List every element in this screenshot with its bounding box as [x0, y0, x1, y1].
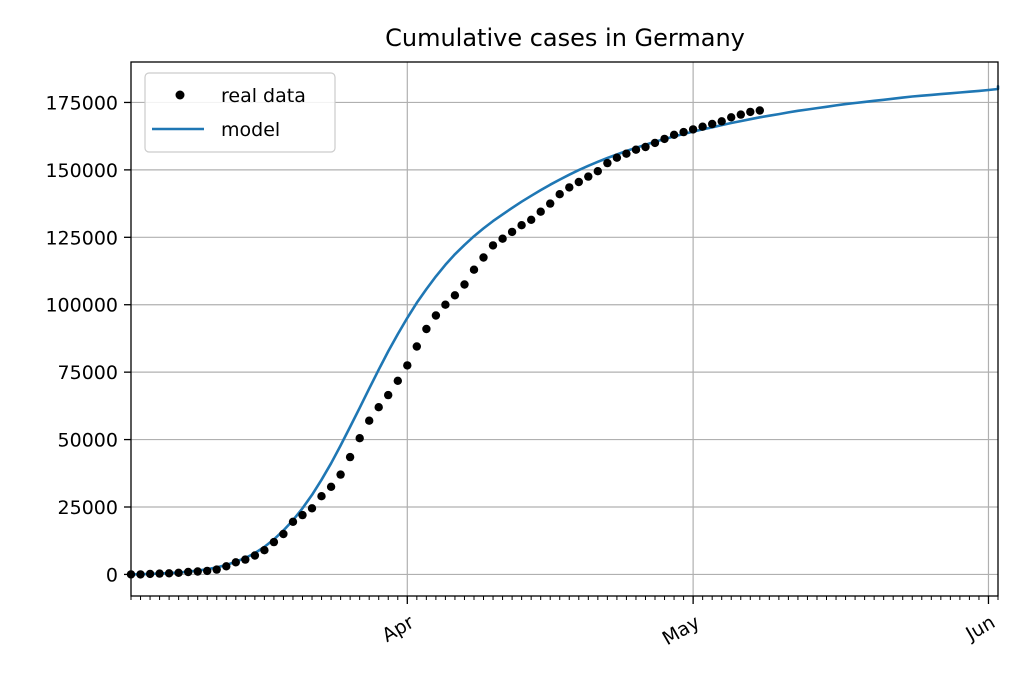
data-point-real-data — [460, 280, 469, 289]
data-point-real-data — [365, 416, 374, 425]
data-point-real-data — [612, 153, 622, 162]
y-tick-label: 175000 — [45, 92, 118, 114]
data-point-real-data — [279, 529, 288, 539]
data-point-real-data — [403, 361, 412, 370]
plot-frame — [130, 61, 999, 597]
data-point-real-data — [746, 107, 755, 117]
data-point-real-data — [193, 567, 202, 576]
data-point-real-data — [527, 215, 536, 224]
data-point-real-data — [660, 134, 669, 144]
data-point-real-data — [555, 190, 564, 199]
data-point-real-data — [593, 167, 602, 176]
data-point-real-data — [650, 138, 660, 148]
y-tick-label: 50000 — [58, 430, 118, 452]
data-point-real-data — [688, 125, 698, 134]
chart-title: Cumulative cases in Germany — [385, 24, 745, 52]
y-tick-label: 25000 — [58, 497, 118, 519]
data-point-real-data — [679, 127, 688, 137]
data-point-real-data — [307, 504, 317, 513]
y-tick-label: 150000 — [45, 160, 118, 182]
data-point-real-data — [145, 569, 155, 579]
data-point-real-data — [565, 183, 574, 192]
data-point-real-data — [488, 241, 498, 250]
series-layer — [126, 85, 1000, 579]
data-point-real-data — [517, 221, 526, 230]
data-point-real-data — [317, 492, 326, 501]
data-point-real-data — [155, 569, 164, 578]
data-point-real-data — [507, 227, 517, 237]
y-tick-label: 75000 — [58, 362, 118, 384]
data-point-real-data — [631, 145, 641, 154]
data-point-real-data — [393, 376, 402, 385]
data-point-real-data — [241, 555, 250, 564]
data-point-real-data — [212, 565, 221, 574]
data-point-real-data — [222, 562, 231, 571]
data-point-real-data — [479, 253, 488, 262]
legend-marker-real-data — [175, 90, 185, 100]
y-tick-label: 125000 — [45, 227, 118, 249]
data-point-real-data — [260, 546, 269, 555]
data-point-real-data — [269, 537, 279, 547]
data-point-real-data — [412, 342, 421, 351]
data-point-real-data — [422, 324, 431, 334]
axes: 0 25000 50000 75000 100000 125000 150000 175000… — [45, 92, 999, 650]
data-point-real-data — [384, 390, 393, 400]
data-point-real-data — [755, 106, 764, 115]
y-tick-label: 100000 — [45, 295, 118, 317]
data-point-real-data — [345, 452, 355, 462]
data-point-real-data — [431, 311, 441, 320]
data-point-real-data — [574, 177, 583, 187]
data-point-real-data — [546, 199, 555, 208]
legend-label-real-data: real data — [221, 85, 306, 107]
data-point-real-data — [669, 130, 679, 139]
data-point-real-data — [536, 207, 545, 216]
data-point-real-data — [498, 234, 507, 243]
data-point-real-data — [708, 119, 717, 129]
legend: real data model — [144, 72, 336, 153]
data-point-real-data — [203, 566, 212, 576]
data-point-real-data — [250, 551, 260, 560]
data-point-real-data — [641, 142, 650, 152]
data-point-real-data — [336, 470, 345, 479]
data-point-real-data — [164, 569, 174, 578]
data-point-real-data — [736, 110, 745, 119]
data-point-real-data — [622, 149, 631, 158]
data-point-real-data — [603, 158, 612, 168]
data-point-real-data — [136, 570, 145, 579]
data-point-real-data — [355, 434, 364, 443]
data-point-real-data — [441, 300, 450, 309]
data-point-real-data — [298, 510, 307, 520]
data-point-real-data — [174, 568, 183, 577]
data-point-real-data — [184, 567, 193, 577]
data-point-real-data — [374, 403, 383, 412]
legend-box — [144, 72, 336, 153]
data-point-real-data — [450, 291, 460, 300]
y-tick-label: 0 — [106, 564, 118, 586]
data-point-real-data — [469, 265, 479, 274]
data-point-real-data — [231, 558, 240, 567]
data-point-real-data — [717, 117, 726, 126]
data-point-real-data — [727, 113, 736, 122]
series-line-model — [129, 85, 1000, 576]
data-point-real-data — [698, 122, 707, 131]
legend-label-model: model — [221, 119, 280, 141]
data-point-real-data — [288, 517, 298, 526]
data-point-real-data — [326, 482, 336, 491]
data-point-real-data — [584, 172, 593, 181]
